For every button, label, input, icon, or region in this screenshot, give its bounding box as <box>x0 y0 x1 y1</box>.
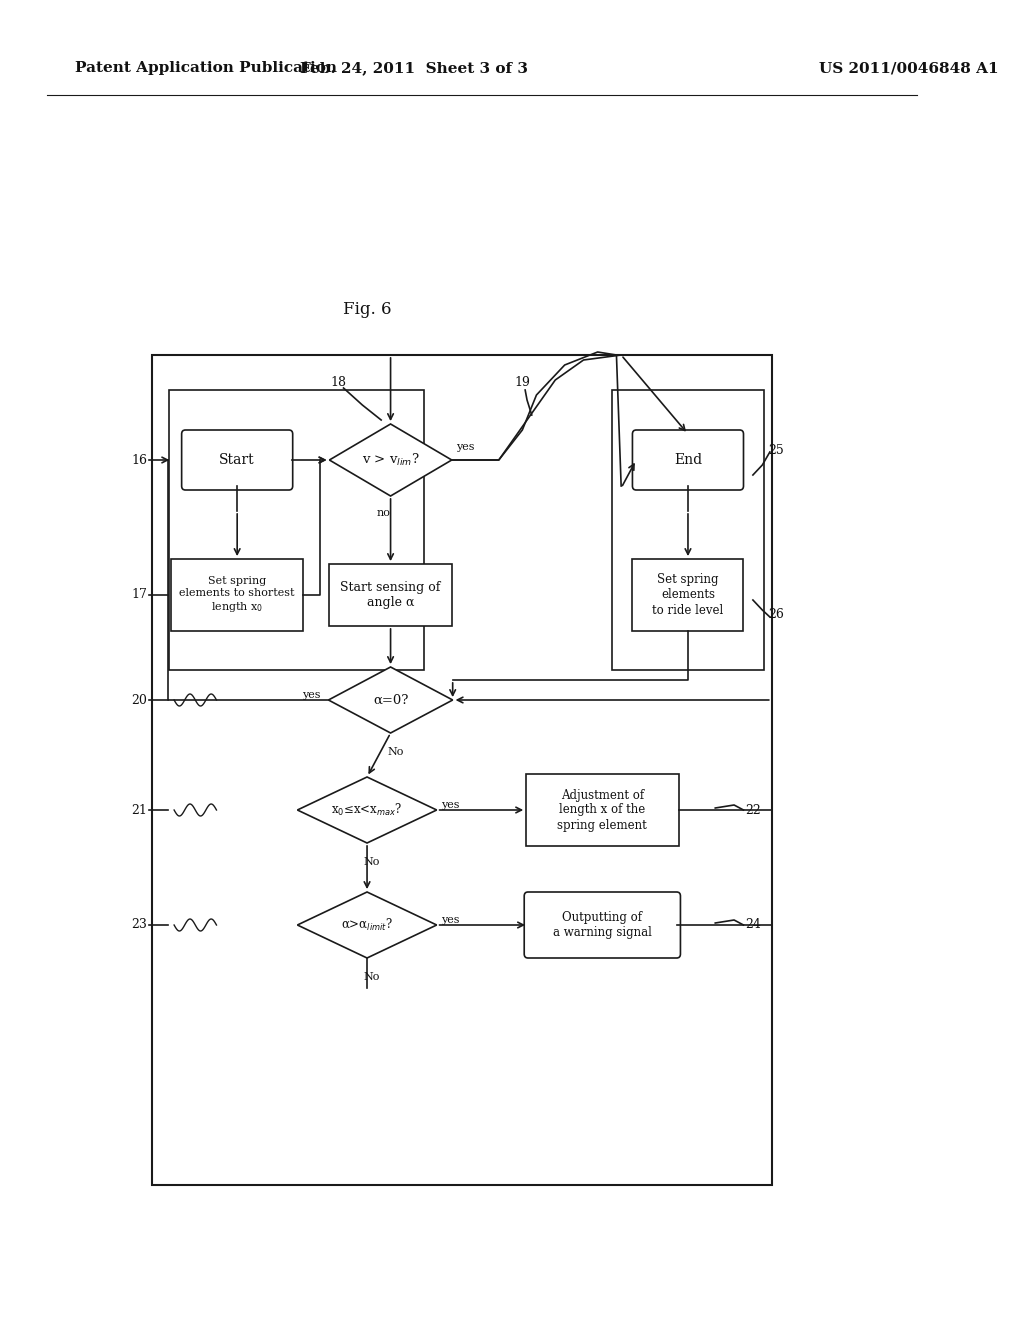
Text: yes: yes <box>441 800 460 810</box>
Text: yes: yes <box>457 442 475 451</box>
Text: 21: 21 <box>131 804 147 817</box>
Text: x$_0$≤x<x$_{max}$?: x$_0$≤x<x$_{max}$? <box>332 803 402 818</box>
Polygon shape <box>297 892 436 958</box>
Text: Feb. 24, 2011  Sheet 3 of 3: Feb. 24, 2011 Sheet 3 of 3 <box>300 61 528 75</box>
Text: No: No <box>387 747 403 756</box>
FancyBboxPatch shape <box>633 430 743 490</box>
Text: yes: yes <box>441 915 460 925</box>
Bar <box>330 564 452 626</box>
Bar <box>526 774 679 846</box>
Text: Adjustment of
length x of the
spring element: Adjustment of length x of the spring ele… <box>557 788 647 832</box>
Text: Set spring
elements to shortest
length x$_0$: Set spring elements to shortest length x… <box>179 577 295 614</box>
Bar <box>633 558 743 631</box>
Text: v > v$_{lim}$?: v > v$_{lim}$? <box>361 451 420 469</box>
Text: α>α$_{limit}$?: α>α$_{limit}$? <box>341 917 393 933</box>
Text: Fig. 6: Fig. 6 <box>343 301 391 318</box>
Bar <box>153 355 772 1185</box>
Polygon shape <box>330 424 452 496</box>
Bar <box>611 389 764 671</box>
Text: Start: Start <box>219 453 255 467</box>
Text: Start sensing of
angle α: Start sensing of angle α <box>340 581 440 609</box>
Text: 24: 24 <box>745 919 761 932</box>
Text: End: End <box>674 453 702 467</box>
Text: 17: 17 <box>131 589 147 602</box>
Text: yes: yes <box>302 690 321 700</box>
Text: 16: 16 <box>131 454 147 466</box>
Text: 23: 23 <box>131 919 147 932</box>
Bar <box>171 558 303 631</box>
Bar <box>169 389 424 671</box>
Text: 22: 22 <box>745 804 761 817</box>
Text: 18: 18 <box>331 376 347 389</box>
Text: α=0?: α=0? <box>373 693 409 706</box>
Polygon shape <box>297 777 436 843</box>
Text: US 2011/0046848 A1: US 2011/0046848 A1 <box>819 61 998 75</box>
Text: no: no <box>376 508 390 517</box>
Text: Outputting of
a warning signal: Outputting of a warning signal <box>553 911 651 939</box>
Text: 25: 25 <box>769 444 784 457</box>
FancyBboxPatch shape <box>524 892 680 958</box>
Text: Set spring
elements
to ride level: Set spring elements to ride level <box>652 573 724 616</box>
Text: 20: 20 <box>131 693 147 706</box>
Polygon shape <box>329 667 453 733</box>
Text: No: No <box>364 972 380 982</box>
FancyBboxPatch shape <box>181 430 293 490</box>
Text: Patent Application Publication: Patent Application Publication <box>76 61 337 75</box>
Text: 26: 26 <box>768 609 784 622</box>
Text: No: No <box>364 857 380 867</box>
Text: 19: 19 <box>514 376 530 389</box>
